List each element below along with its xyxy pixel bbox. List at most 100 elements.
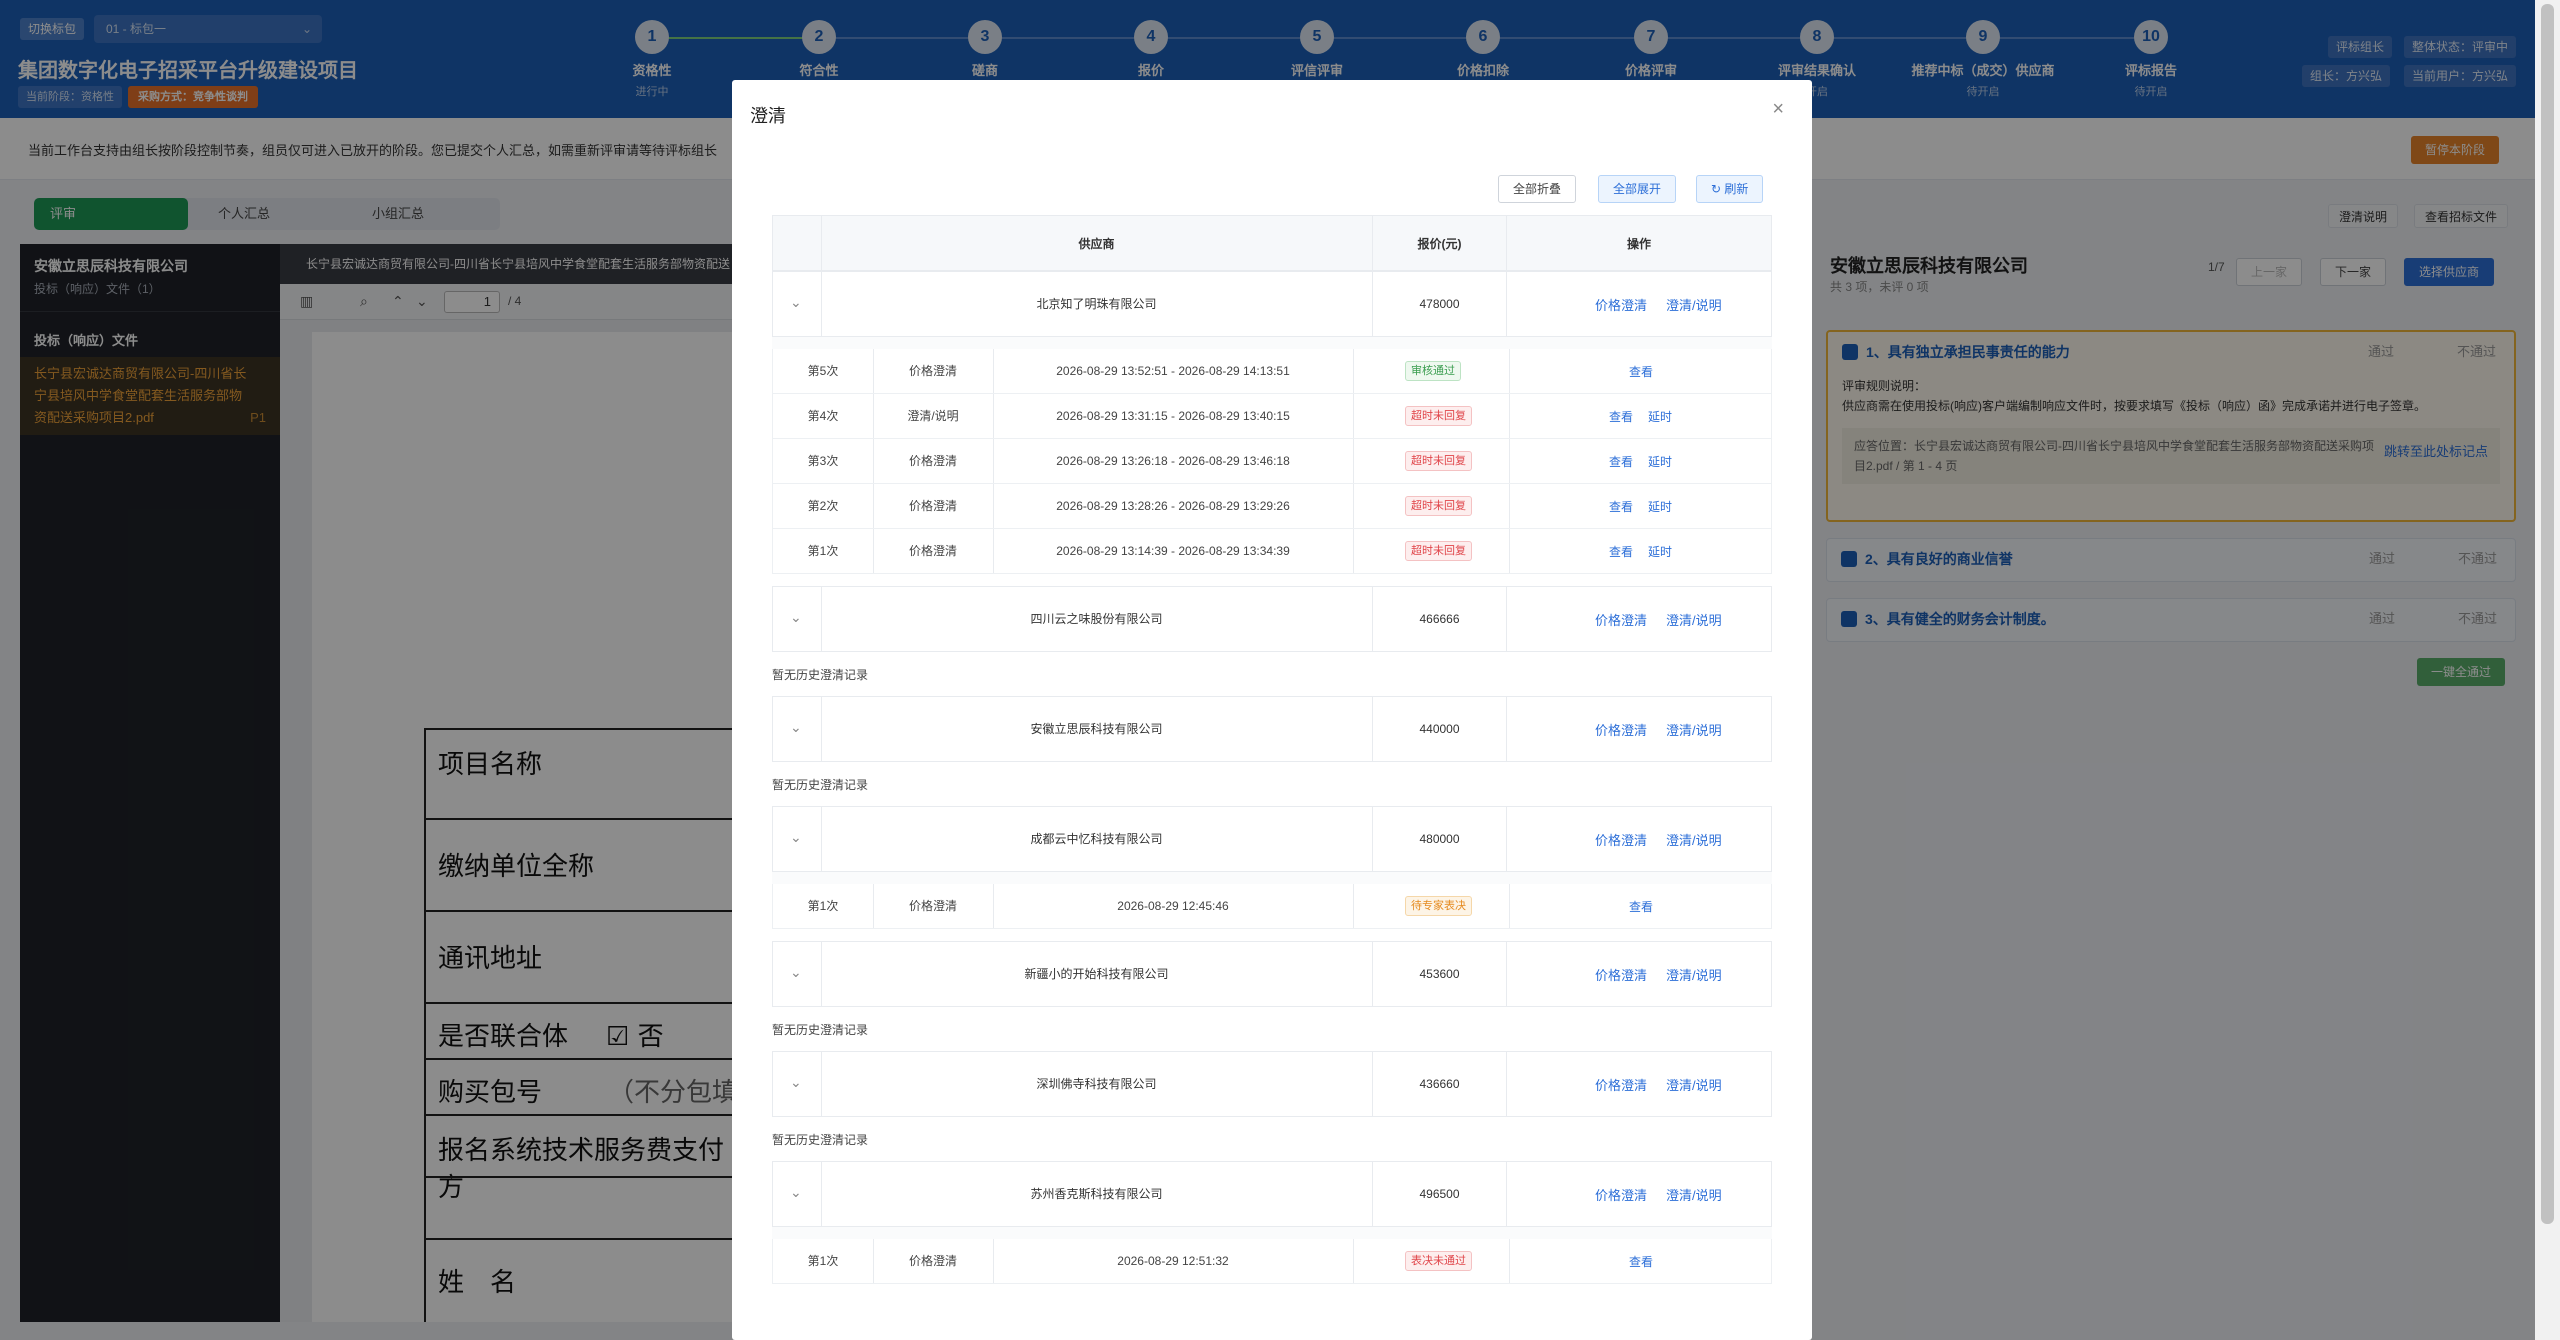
clarify-note-link[interactable]: 澄清/说明 [1666, 833, 1722, 848]
stage-step[interactable]: 5 评信评审 [1232, 20, 1402, 83]
view-link[interactable]: 查看 [1609, 500, 1634, 514]
step-number: 1 [635, 20, 669, 54]
sidebar-toggle-icon[interactable]: ▥ [300, 293, 314, 309]
choose-supplier-button[interactable]: 选择供应商 [2404, 258, 2495, 286]
close-icon[interactable]: × [1772, 98, 1784, 120]
pass-option[interactable]: 通过 [2368, 551, 2395, 566]
package-select[interactable]: 01 - 标包一 ⌄ [94, 15, 322, 43]
chevron-down-icon[interactable]: ⌄ [790, 1184, 802, 1200]
extend-link[interactable]: 延时 [1648, 500, 1673, 514]
view-link[interactable]: 查看 [1609, 545, 1634, 559]
step-status: 待开启 [1966, 86, 2000, 98]
view-link[interactable]: 查看 [1609, 455, 1634, 469]
page-number-input[interactable]: 1 [444, 291, 500, 313]
supplier-row[interactable]: ⌄ 深圳佛寺科技有限公司 436660 价格澄清 澄清/说明 [772, 1051, 1772, 1117]
stage-step[interactable]: 2 符合性 [734, 20, 904, 83]
bid-file-item[interactable]: 长宁县宏诚达商贸有限公司-四川省长 宁县培风中学食堂配套生活服务部物 资配送采购… [20, 357, 280, 435]
fail-option[interactable]: 不通过 [2457, 611, 2497, 626]
supplier-row[interactable]: ⌄ 苏州香克斯科技有限公司 496500 价格澄清 澄清/说明 [772, 1161, 1772, 1227]
stage-step[interactable]: 3 磋商 [900, 20, 1070, 83]
jump-to-mark-link[interactable]: 跳转至此处标记点 [2383, 444, 2488, 459]
supplier-row[interactable]: ⌄ 四川云之味股份有限公司 466666 价格澄清 澄清/说明 [772, 586, 1772, 652]
history-round: 第2次 [807, 499, 839, 513]
price-clarify-link[interactable]: 价格澄清 [1595, 1078, 1648, 1093]
project-title: 集团数字化电子招采平台升级建设项目 [18, 60, 358, 82]
price-clarify-link[interactable]: 价格澄清 [1595, 1188, 1648, 1203]
extend-link[interactable]: 延时 [1648, 455, 1673, 469]
stage-step[interactable]: 9 推荐中标（成交）供应商 待开启 [1898, 20, 2068, 99]
price-clarify-link[interactable]: 价格澄清 [1595, 968, 1648, 983]
stage-step[interactable]: 1 资格性 进行中 [567, 20, 737, 99]
criterion-card[interactable]: 1、具有独立承担民事责任的能力 通过 不通过 评审规则说明： 供应商需在使用投标… [1826, 330, 2516, 522]
pause-stage-button[interactable]: 暂停本阶段 [2410, 136, 2499, 164]
stage-step[interactable]: 8 评审结果确认 开启 [1732, 20, 1902, 99]
collapse-all-button[interactable]: 全部折叠 [1498, 175, 1577, 203]
next-supplier-button[interactable]: 下一家 [2320, 258, 2387, 286]
view-tender-doc-button[interactable]: 查看招标文件 [2414, 204, 2509, 228]
supplier-row[interactable]: ⌄ 新疆小的开始科技有限公司 453600 价格澄清 澄清/说明 [772, 941, 1772, 1007]
leader-badge: 组长：方兴弘 [2302, 65, 2391, 87]
view-link[interactable]: 查看 [1629, 365, 1654, 379]
view-link[interactable]: 查看 [1629, 900, 1654, 914]
view-link[interactable]: 查看 [1609, 410, 1634, 424]
supplier-row[interactable]: ⌄ 成都云中忆科技有限公司 480000 价格澄清 澄清/说明 [772, 806, 1772, 872]
criterion-card[interactable]: 3、具有健全的财务会计制度。 通过 不通过 [1826, 598, 2516, 642]
supplier-row[interactable]: ⌄ 北京知了明珠有限公司 478000 价格澄清 澄清/说明 [772, 271, 1772, 337]
supplier-row[interactable]: ⌄ 安徽立思辰科技有限公司 440000 价格澄清 澄清/说明 [772, 696, 1772, 762]
history-status-badge: 表决未通过 [1405, 1251, 1472, 1271]
chevron-down-icon[interactable]: ⌄ [790, 294, 802, 310]
history-row: 第1次 价格澄清 2026-08-29 12:45:46 待专家表决 查看 [772, 884, 1772, 929]
supplier-pager: 1/7 [2208, 260, 2225, 274]
clarify-note-link[interactable]: 澄清/说明 [1666, 1188, 1722, 1203]
chevron-down-icon[interactable]: ⌄ [790, 1074, 802, 1090]
chevron-down-icon[interactable]: ⌄ [790, 829, 802, 845]
extend-link[interactable]: 延时 [1648, 545, 1673, 559]
stage-step[interactable]: 10 评标报告 待开启 [2066, 20, 2236, 99]
step-label: 价格评审 [1624, 63, 1677, 78]
chevron-down-icon[interactable]: ⌄ [790, 719, 802, 735]
stage-step[interactable]: 4 报价 [1066, 20, 1236, 83]
tab-review[interactable]: 评审 [34, 198, 188, 230]
price-clarify-link[interactable]: 价格澄清 [1595, 723, 1648, 738]
view-link[interactable]: 查看 [1629, 1255, 1654, 1269]
search-icon[interactable]: ⌕ [360, 293, 368, 309]
pass-option[interactable]: 通过 [2367, 344, 2394, 359]
expand-all-button[interactable]: 全部展开 [1598, 175, 1677, 203]
criterion-icon [1841, 551, 1857, 567]
step-label: 评审结果确认 [1777, 63, 1856, 78]
package-select-value: 01 - 标包一 [106, 22, 167, 36]
price-clarify-link[interactable]: 价格澄清 [1595, 833, 1648, 848]
clarify-note-link[interactable]: 澄清/说明 [1666, 968, 1722, 983]
price-clarify-link[interactable]: 价格澄清 [1595, 613, 1648, 628]
history-row: 第5次 价格澄清 2026-08-29 13:52:51 - 2026-08-29 … [772, 349, 1772, 394]
page-scrollbar[interactable] [2535, 0, 2560, 1340]
history-round: 第5次 [807, 364, 839, 378]
clarify-note-link[interactable]: 澄清/说明 [1666, 1078, 1722, 1093]
extend-link[interactable]: 延时 [1648, 410, 1673, 424]
tab-personal-summary[interactable]: 个人汇总 [218, 206, 271, 221]
clarify-note-link[interactable]: 澄清/说明 [1666, 723, 1722, 738]
step-label: 资格性 [632, 63, 672, 78]
bid-file-name-line: 资配送采购项目2.pdf [34, 410, 154, 425]
chevron-down-icon[interactable]: ⌄ [790, 609, 802, 625]
fail-option[interactable]: 不通过 [2456, 344, 2496, 359]
clarify-note-link[interactable]: 澄清/说明 [1666, 298, 1722, 313]
pass-option[interactable]: 通过 [2368, 611, 2395, 626]
chevron-up-icon[interactable]: ⌃ [392, 293, 404, 309]
prev-supplier-button[interactable]: 上一家 [2236, 258, 2303, 286]
scrollbar-thumb[interactable] [2541, 4, 2554, 1224]
tab-group-summary[interactable]: 小组汇总 [372, 206, 425, 221]
clarify-note-button[interactable]: 澄清说明 [2328, 204, 2399, 228]
clarify-note-link[interactable]: 澄清/说明 [1666, 613, 1722, 628]
history-time: 2026-08-29 12:45:46 [1117, 899, 1229, 913]
refresh-button[interactable]: ↻ 刷新 [1696, 175, 1764, 203]
stage-step[interactable]: 7 价格评审 [1566, 20, 1736, 83]
doc-row: 姓 名 [424, 1238, 740, 1322]
chevron-down-icon[interactable]: ⌄ [790, 964, 802, 980]
fail-option[interactable]: 不通过 [2457, 551, 2497, 566]
chevron-down-icon[interactable]: ⌄ [416, 293, 428, 309]
all-pass-button[interactable]: 一键全通过 [2416, 658, 2505, 686]
criterion-card[interactable]: 2、具有良好的商业信誉 通过 不通过 [1826, 538, 2516, 582]
price-clarify-link[interactable]: 价格澄清 [1595, 298, 1648, 313]
stage-step[interactable]: 6 价格扣除 [1398, 20, 1568, 83]
